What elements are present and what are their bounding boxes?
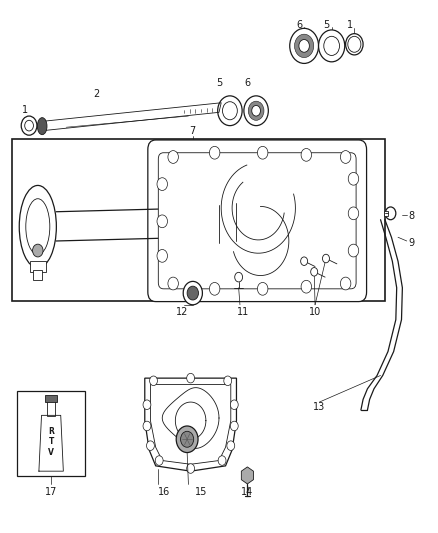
Circle shape <box>322 254 329 263</box>
Circle shape <box>150 376 157 385</box>
Text: 5: 5 <box>216 78 222 88</box>
Bar <box>384 211 388 216</box>
Circle shape <box>340 277 351 290</box>
Circle shape <box>187 373 194 383</box>
Circle shape <box>348 244 359 257</box>
Circle shape <box>168 151 178 164</box>
Circle shape <box>223 102 237 120</box>
Text: 2: 2 <box>94 88 100 99</box>
Ellipse shape <box>37 118 47 135</box>
Circle shape <box>324 36 339 55</box>
Circle shape <box>187 464 194 473</box>
Circle shape <box>252 106 261 116</box>
Circle shape <box>244 96 268 126</box>
Circle shape <box>157 177 167 190</box>
Circle shape <box>385 207 396 220</box>
Circle shape <box>176 426 198 453</box>
Text: 6: 6 <box>297 20 303 30</box>
Circle shape <box>300 257 307 265</box>
Circle shape <box>21 116 37 135</box>
Text: 13: 13 <box>313 402 325 413</box>
Polygon shape <box>39 415 64 471</box>
Text: 8: 8 <box>408 211 414 221</box>
Circle shape <box>235 272 243 282</box>
Circle shape <box>340 151 351 164</box>
Polygon shape <box>40 103 221 131</box>
FancyBboxPatch shape <box>148 140 367 302</box>
Circle shape <box>230 400 238 409</box>
Text: 7: 7 <box>190 126 196 136</box>
Circle shape <box>301 280 311 293</box>
Polygon shape <box>150 384 231 464</box>
Text: 11: 11 <box>237 306 249 317</box>
Text: 1: 1 <box>21 104 28 115</box>
FancyBboxPatch shape <box>158 153 356 289</box>
Text: 15: 15 <box>195 488 208 497</box>
Circle shape <box>209 147 220 159</box>
Bar <box>12 139 385 301</box>
Circle shape <box>299 39 309 52</box>
Circle shape <box>348 172 359 185</box>
Circle shape <box>143 400 151 409</box>
Text: 9: 9 <box>408 238 414 247</box>
Circle shape <box>180 431 194 447</box>
Circle shape <box>224 376 232 385</box>
Circle shape <box>290 28 318 63</box>
Circle shape <box>157 215 167 228</box>
Text: 17: 17 <box>45 488 57 497</box>
Circle shape <box>348 36 361 52</box>
Circle shape <box>157 249 167 262</box>
Text: R
T
V: R T V <box>48 427 54 457</box>
Circle shape <box>318 30 345 62</box>
Circle shape <box>183 281 202 305</box>
Circle shape <box>294 34 314 58</box>
Text: 5: 5 <box>323 20 329 30</box>
Text: 6: 6 <box>244 78 251 88</box>
Circle shape <box>311 268 318 276</box>
Circle shape <box>248 101 264 120</box>
Polygon shape <box>56 209 158 241</box>
Text: 10: 10 <box>309 306 321 317</box>
Bar <box>45 395 57 401</box>
Circle shape <box>218 456 226 465</box>
Text: 1: 1 <box>347 20 353 30</box>
Bar <box>47 400 56 416</box>
Ellipse shape <box>26 199 50 255</box>
Circle shape <box>227 441 235 450</box>
Polygon shape <box>145 378 237 471</box>
Bar <box>17 391 85 477</box>
Circle shape <box>348 207 359 220</box>
Circle shape <box>155 456 163 465</box>
Text: 14: 14 <box>241 488 254 497</box>
Bar <box>33 270 42 280</box>
Circle shape <box>258 282 268 295</box>
Circle shape <box>147 441 154 450</box>
Bar <box>30 261 46 272</box>
Circle shape <box>25 120 33 131</box>
Polygon shape <box>241 467 254 484</box>
Circle shape <box>187 286 198 300</box>
Circle shape <box>258 147 268 159</box>
Circle shape <box>346 34 363 55</box>
Circle shape <box>301 149 311 161</box>
Circle shape <box>209 282 220 295</box>
Ellipse shape <box>19 185 57 268</box>
Text: 12: 12 <box>176 306 188 317</box>
Circle shape <box>168 277 178 290</box>
Circle shape <box>230 421 238 431</box>
Circle shape <box>218 96 242 126</box>
Text: 16: 16 <box>158 488 170 497</box>
Circle shape <box>143 421 151 431</box>
Circle shape <box>32 244 43 257</box>
